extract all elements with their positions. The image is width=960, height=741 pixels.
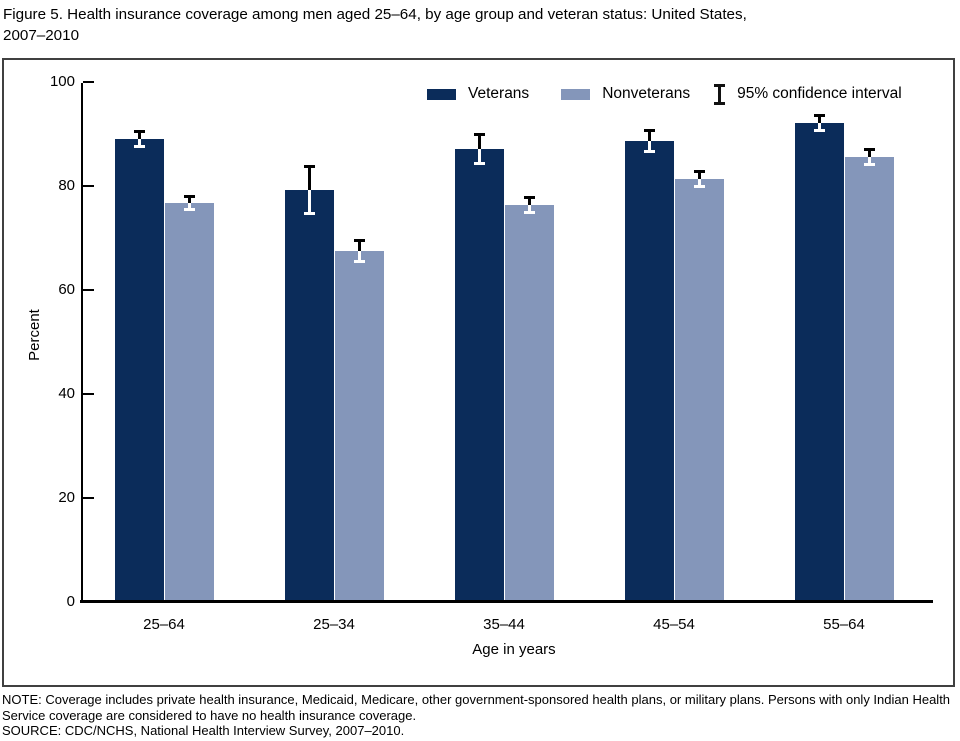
error-bar-upper-line — [188, 197, 191, 203]
y-tick-label: 100 — [49, 73, 75, 90]
error-bar-lower-cap — [644, 150, 655, 153]
legend-item-nonveterans: Nonveterans — [561, 85, 690, 103]
y-axis-title: Percent — [26, 309, 43, 361]
error-bar-upper-line — [648, 131, 651, 141]
error-bar-lower-cap — [354, 260, 365, 263]
x-tick-label: 45–54 — [653, 616, 695, 633]
error-bar-upper-line — [528, 198, 531, 205]
error-bar-lower-line — [698, 179, 701, 186]
error-bar-lower-cap — [864, 163, 875, 166]
y-tick — [83, 185, 94, 187]
bar-nonveterans-25–64 — [165, 203, 214, 603]
error-bar-lower-line — [528, 205, 531, 212]
legend-label-nonveterans: Nonveterans — [602, 85, 691, 102]
error-bar-upper-line — [698, 172, 701, 179]
error-bar-lower-cap — [694, 185, 705, 188]
error-bar-upper-cap — [814, 114, 825, 117]
y-tick-label: 40 — [58, 385, 75, 402]
error-bar-lower-line — [188, 203, 191, 209]
x-tick-label: 25–34 — [313, 616, 355, 633]
error-bar-lower-cap — [524, 211, 535, 214]
error-bar-lower-line — [358, 251, 361, 261]
error-bar-icon — [714, 83, 726, 105]
y-axis-line — [81, 83, 83, 603]
chart-frame: Veterans Nonveterans 95% confidence inte… — [2, 58, 955, 687]
error-bar-upper-cap — [184, 195, 195, 198]
bar-veterans-35–44 — [455, 149, 504, 603]
error-bar-upper-cap — [864, 148, 875, 151]
veterans-swatch-icon — [427, 88, 456, 100]
y-tick — [83, 393, 94, 395]
error-bar-lower-cap — [474, 162, 485, 165]
legend-item-ci: 95% confidence interval — [714, 83, 902, 105]
error-bar-upper-cap — [304, 165, 315, 168]
figure-title: Figure 5. Health insurance coverage amon… — [3, 6, 747, 44]
error-bar-lower-cap — [304, 212, 315, 215]
error-bar-lower-cap — [814, 129, 825, 132]
y-tick-label: 0 — [66, 593, 75, 610]
error-bar-lower-line — [818, 123, 821, 130]
error-bar-upper-line — [818, 116, 821, 123]
y-tick — [83, 497, 94, 499]
chart-legend: Veterans Nonveterans 95% confidence inte… — [427, 82, 902, 106]
error-bar-upper-line — [868, 150, 871, 157]
y-tick — [83, 81, 94, 83]
error-bar-lower-cap — [134, 145, 145, 148]
x-axis-title: Age in years — [472, 641, 556, 658]
bar-veterans-25–34 — [285, 190, 334, 603]
bar-nonveterans-25–34 — [335, 251, 384, 603]
error-bar-upper-line — [358, 241, 361, 251]
x-tick-label: 55–64 — [823, 616, 865, 633]
source-text: SOURCE: CDC/NCHS, National Health Interv… — [2, 723, 405, 738]
legend-item-veterans: Veterans — [427, 85, 529, 103]
error-bar-upper-cap — [694, 170, 705, 173]
error-bar-lower-line — [138, 139, 141, 146]
x-tick-label: 35–44 — [483, 616, 525, 633]
error-bar-upper-cap — [354, 239, 365, 242]
x-tick-label: 25–64 — [143, 616, 185, 633]
error-bar-lower-line — [648, 141, 651, 151]
legend-label-ci: 95% confidence interval — [737, 85, 902, 102]
y-tick-label: 60 — [58, 281, 75, 298]
error-bar-upper-cap — [474, 133, 485, 136]
error-bar-upper-cap — [524, 196, 535, 199]
error-bar-upper-cap — [644, 129, 655, 132]
bar-veterans-45–54 — [625, 141, 674, 603]
bar-nonveterans-45–54 — [675, 179, 724, 603]
error-bar-lower-cap — [184, 208, 195, 211]
footer-notes: NOTE: Coverage includes private health i… — [2, 692, 958, 739]
note-text: NOTE: Coverage includes private health i… — [2, 692, 951, 723]
error-bar-upper-line — [478, 135, 481, 149]
bar-veterans-25–64 — [115, 139, 164, 603]
x-axis-baseline — [80, 600, 933, 603]
error-bar-lower-line — [868, 157, 871, 164]
bar-veterans-55–64 — [795, 123, 844, 603]
error-bar-lower-line — [308, 190, 311, 213]
error-bar-upper-line — [308, 167, 311, 190]
legend-label-veterans: Veterans — [468, 85, 530, 102]
y-tick — [83, 289, 94, 291]
error-bar-lower-line — [478, 149, 481, 163]
bar-nonveterans-35–44 — [505, 205, 554, 603]
plot-area: Veterans Nonveterans 95% confidence inte… — [4, 60, 953, 685]
error-bar-upper-line — [138, 132, 141, 139]
nonveterans-swatch-icon — [561, 88, 591, 100]
bar-nonveterans-55–64 — [845, 157, 894, 603]
y-tick-label: 20 — [58, 489, 75, 506]
y-tick-label: 80 — [58, 177, 75, 194]
error-bar-upper-cap — [134, 130, 145, 133]
